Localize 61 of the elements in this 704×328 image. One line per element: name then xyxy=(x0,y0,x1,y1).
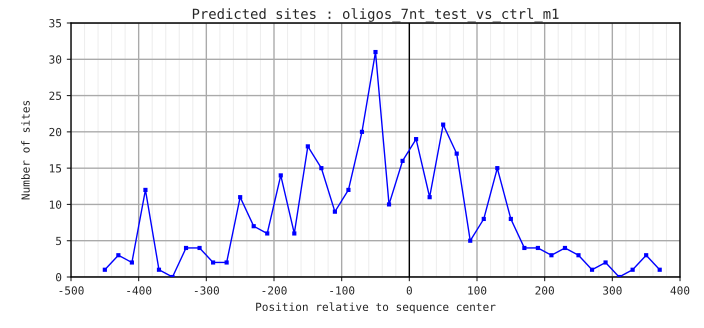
x-tick-label: 0 xyxy=(406,286,412,295)
point xyxy=(360,130,364,134)
y-tick-label: 15 xyxy=(50,164,62,173)
point xyxy=(319,166,324,170)
point xyxy=(224,260,229,265)
point xyxy=(536,246,540,250)
point xyxy=(428,195,432,200)
point xyxy=(156,268,162,272)
x-tick-label: -500 xyxy=(60,286,84,295)
point xyxy=(116,253,120,258)
point xyxy=(522,246,526,250)
x-tick-label: 100 xyxy=(468,286,486,295)
x-tick-label: -300 xyxy=(194,286,219,295)
y-tick-label: 35 xyxy=(49,19,62,28)
y-tick-label: 5 xyxy=(56,236,62,246)
point xyxy=(495,166,500,170)
y-tick-label: 20 xyxy=(49,128,62,136)
y-tick-label: 30 xyxy=(49,55,62,64)
x-tick-label: 200 xyxy=(535,286,554,295)
point xyxy=(211,260,216,265)
y-tick-label: 25 xyxy=(49,92,62,100)
point xyxy=(143,188,148,192)
x-tick-label: -100 xyxy=(330,286,354,295)
point xyxy=(130,260,134,265)
point xyxy=(590,268,594,272)
x-tick-label: 300 xyxy=(603,286,622,295)
point xyxy=(292,231,296,236)
y-tick-label: 0 xyxy=(56,273,62,282)
point xyxy=(549,253,554,258)
point xyxy=(238,195,242,200)
point xyxy=(576,253,581,258)
x-tick-label: -200 xyxy=(262,286,287,295)
point xyxy=(306,144,310,148)
point xyxy=(658,268,662,272)
point xyxy=(184,246,188,250)
y-axis-title: Number of sites xyxy=(21,100,30,200)
point xyxy=(441,122,446,127)
point xyxy=(482,216,486,222)
point xyxy=(102,268,107,272)
point xyxy=(414,137,418,142)
point xyxy=(562,246,568,250)
point xyxy=(197,246,202,250)
point xyxy=(346,188,351,192)
point xyxy=(265,231,270,236)
point xyxy=(468,238,472,243)
point xyxy=(373,50,378,54)
x-tick-label: 400 xyxy=(670,286,690,295)
point xyxy=(386,202,392,207)
point xyxy=(252,224,256,228)
point xyxy=(508,216,513,222)
point xyxy=(332,210,337,214)
point xyxy=(454,152,459,156)
y-tick-label: 10 xyxy=(50,200,62,209)
point xyxy=(278,173,283,178)
chart-title: Predicted sites : oligos_7nt_test_vs_ctrl_m1 xyxy=(192,8,559,22)
point xyxy=(644,253,648,258)
point xyxy=(630,268,635,272)
point xyxy=(603,260,608,265)
x-tick-label: -400 xyxy=(127,286,152,295)
point xyxy=(400,158,405,163)
x-axis-title: Position relative to sequence center xyxy=(256,302,496,314)
